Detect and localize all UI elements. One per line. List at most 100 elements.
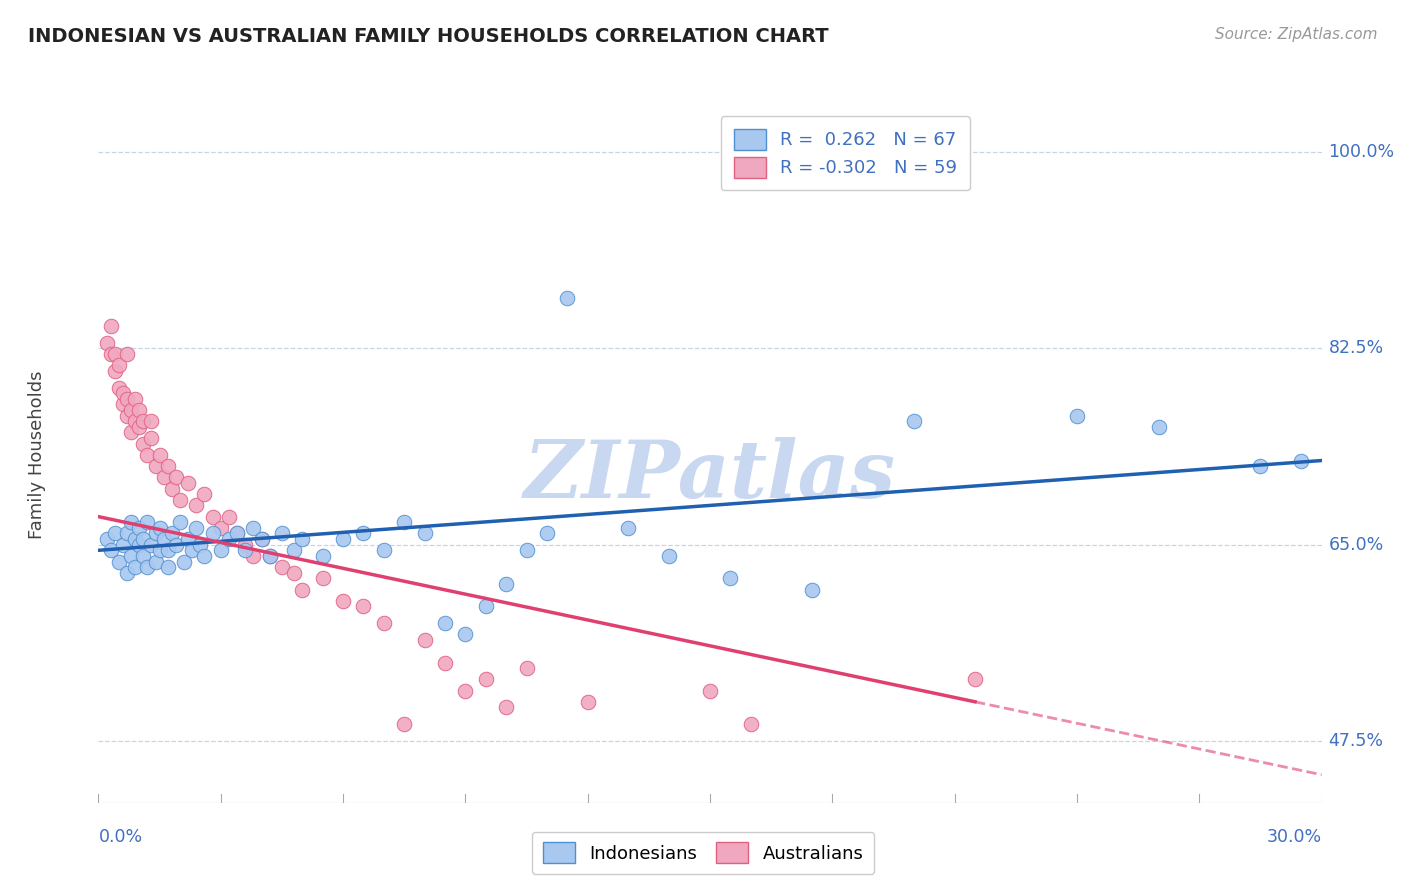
Point xyxy=(965,673,987,687)
Point xyxy=(100,347,122,361)
Point xyxy=(226,526,249,541)
Point xyxy=(332,532,354,546)
Point xyxy=(149,543,172,558)
Point xyxy=(120,549,142,563)
Text: ZIPatlas: ZIPatlas xyxy=(524,437,896,515)
Point xyxy=(136,560,159,574)
Point xyxy=(209,543,232,558)
Point xyxy=(413,526,436,541)
Point xyxy=(132,414,155,428)
Point xyxy=(413,633,436,648)
Point xyxy=(233,538,256,552)
Point xyxy=(516,661,538,675)
Point xyxy=(373,616,395,631)
Point xyxy=(283,566,305,580)
Point xyxy=(145,555,167,569)
Point xyxy=(104,526,127,541)
Point xyxy=(128,538,150,552)
Point xyxy=(152,470,174,484)
Point xyxy=(152,532,174,546)
Point xyxy=(136,515,159,529)
Point xyxy=(186,499,208,513)
Legend: Indonesians, Australians: Indonesians, Australians xyxy=(531,831,875,874)
Point xyxy=(132,532,155,546)
Point xyxy=(141,414,163,428)
Point xyxy=(193,549,215,563)
Point xyxy=(516,543,538,558)
Point xyxy=(718,571,742,585)
Point xyxy=(132,436,155,450)
Point xyxy=(352,599,374,614)
Point xyxy=(226,526,249,541)
Point xyxy=(242,549,264,563)
Point xyxy=(242,521,264,535)
Point xyxy=(128,521,150,535)
Point xyxy=(108,555,131,569)
Point xyxy=(108,381,131,395)
Point xyxy=(104,364,127,378)
Point xyxy=(149,521,172,535)
Point xyxy=(201,509,224,524)
Point xyxy=(141,431,163,445)
Point xyxy=(181,543,204,558)
Point xyxy=(392,515,416,529)
Point xyxy=(1066,409,1088,423)
Point xyxy=(209,521,232,535)
Point xyxy=(115,347,138,361)
Point xyxy=(495,700,517,714)
Text: Family Households: Family Households xyxy=(28,371,46,539)
Point xyxy=(145,459,167,474)
Point xyxy=(165,538,187,552)
Point xyxy=(177,532,200,546)
Point xyxy=(576,695,599,709)
Point xyxy=(149,448,172,462)
Point xyxy=(658,549,681,563)
Point xyxy=(283,543,305,558)
Point xyxy=(169,515,191,529)
Point xyxy=(111,538,134,552)
Point xyxy=(177,475,200,490)
Point xyxy=(165,470,187,484)
Point xyxy=(100,318,122,333)
Point xyxy=(132,549,155,563)
Point xyxy=(201,526,224,541)
Point xyxy=(434,616,457,631)
Point xyxy=(145,526,167,541)
Point xyxy=(160,482,183,496)
Point xyxy=(111,397,134,411)
Point xyxy=(120,403,142,417)
Point xyxy=(108,358,131,372)
Point xyxy=(96,532,118,546)
Text: Source: ZipAtlas.com: Source: ZipAtlas.com xyxy=(1215,27,1378,42)
Point xyxy=(740,717,762,731)
Point xyxy=(136,448,159,462)
Point xyxy=(291,582,314,597)
Point xyxy=(115,409,138,423)
Point xyxy=(312,549,335,563)
Point xyxy=(233,543,256,558)
Text: 82.5%: 82.5% xyxy=(1329,339,1384,358)
Point xyxy=(1147,420,1170,434)
Point xyxy=(903,414,925,428)
Point xyxy=(536,526,558,541)
Point xyxy=(1249,459,1271,474)
Point xyxy=(332,594,354,608)
Point xyxy=(128,403,150,417)
Point xyxy=(120,425,142,440)
Point xyxy=(434,656,457,670)
Point xyxy=(454,627,477,641)
Point xyxy=(218,509,240,524)
Point xyxy=(124,414,146,428)
Point xyxy=(156,459,179,474)
Point xyxy=(270,560,294,574)
Text: 100.0%: 100.0% xyxy=(1329,143,1395,161)
Point xyxy=(169,492,191,507)
Point xyxy=(156,560,179,574)
Point xyxy=(474,599,498,614)
Point xyxy=(474,673,498,687)
Point xyxy=(699,683,721,698)
Point xyxy=(124,392,146,406)
Point xyxy=(250,532,273,546)
Point xyxy=(392,717,416,731)
Text: 30.0%: 30.0% xyxy=(1267,828,1322,846)
